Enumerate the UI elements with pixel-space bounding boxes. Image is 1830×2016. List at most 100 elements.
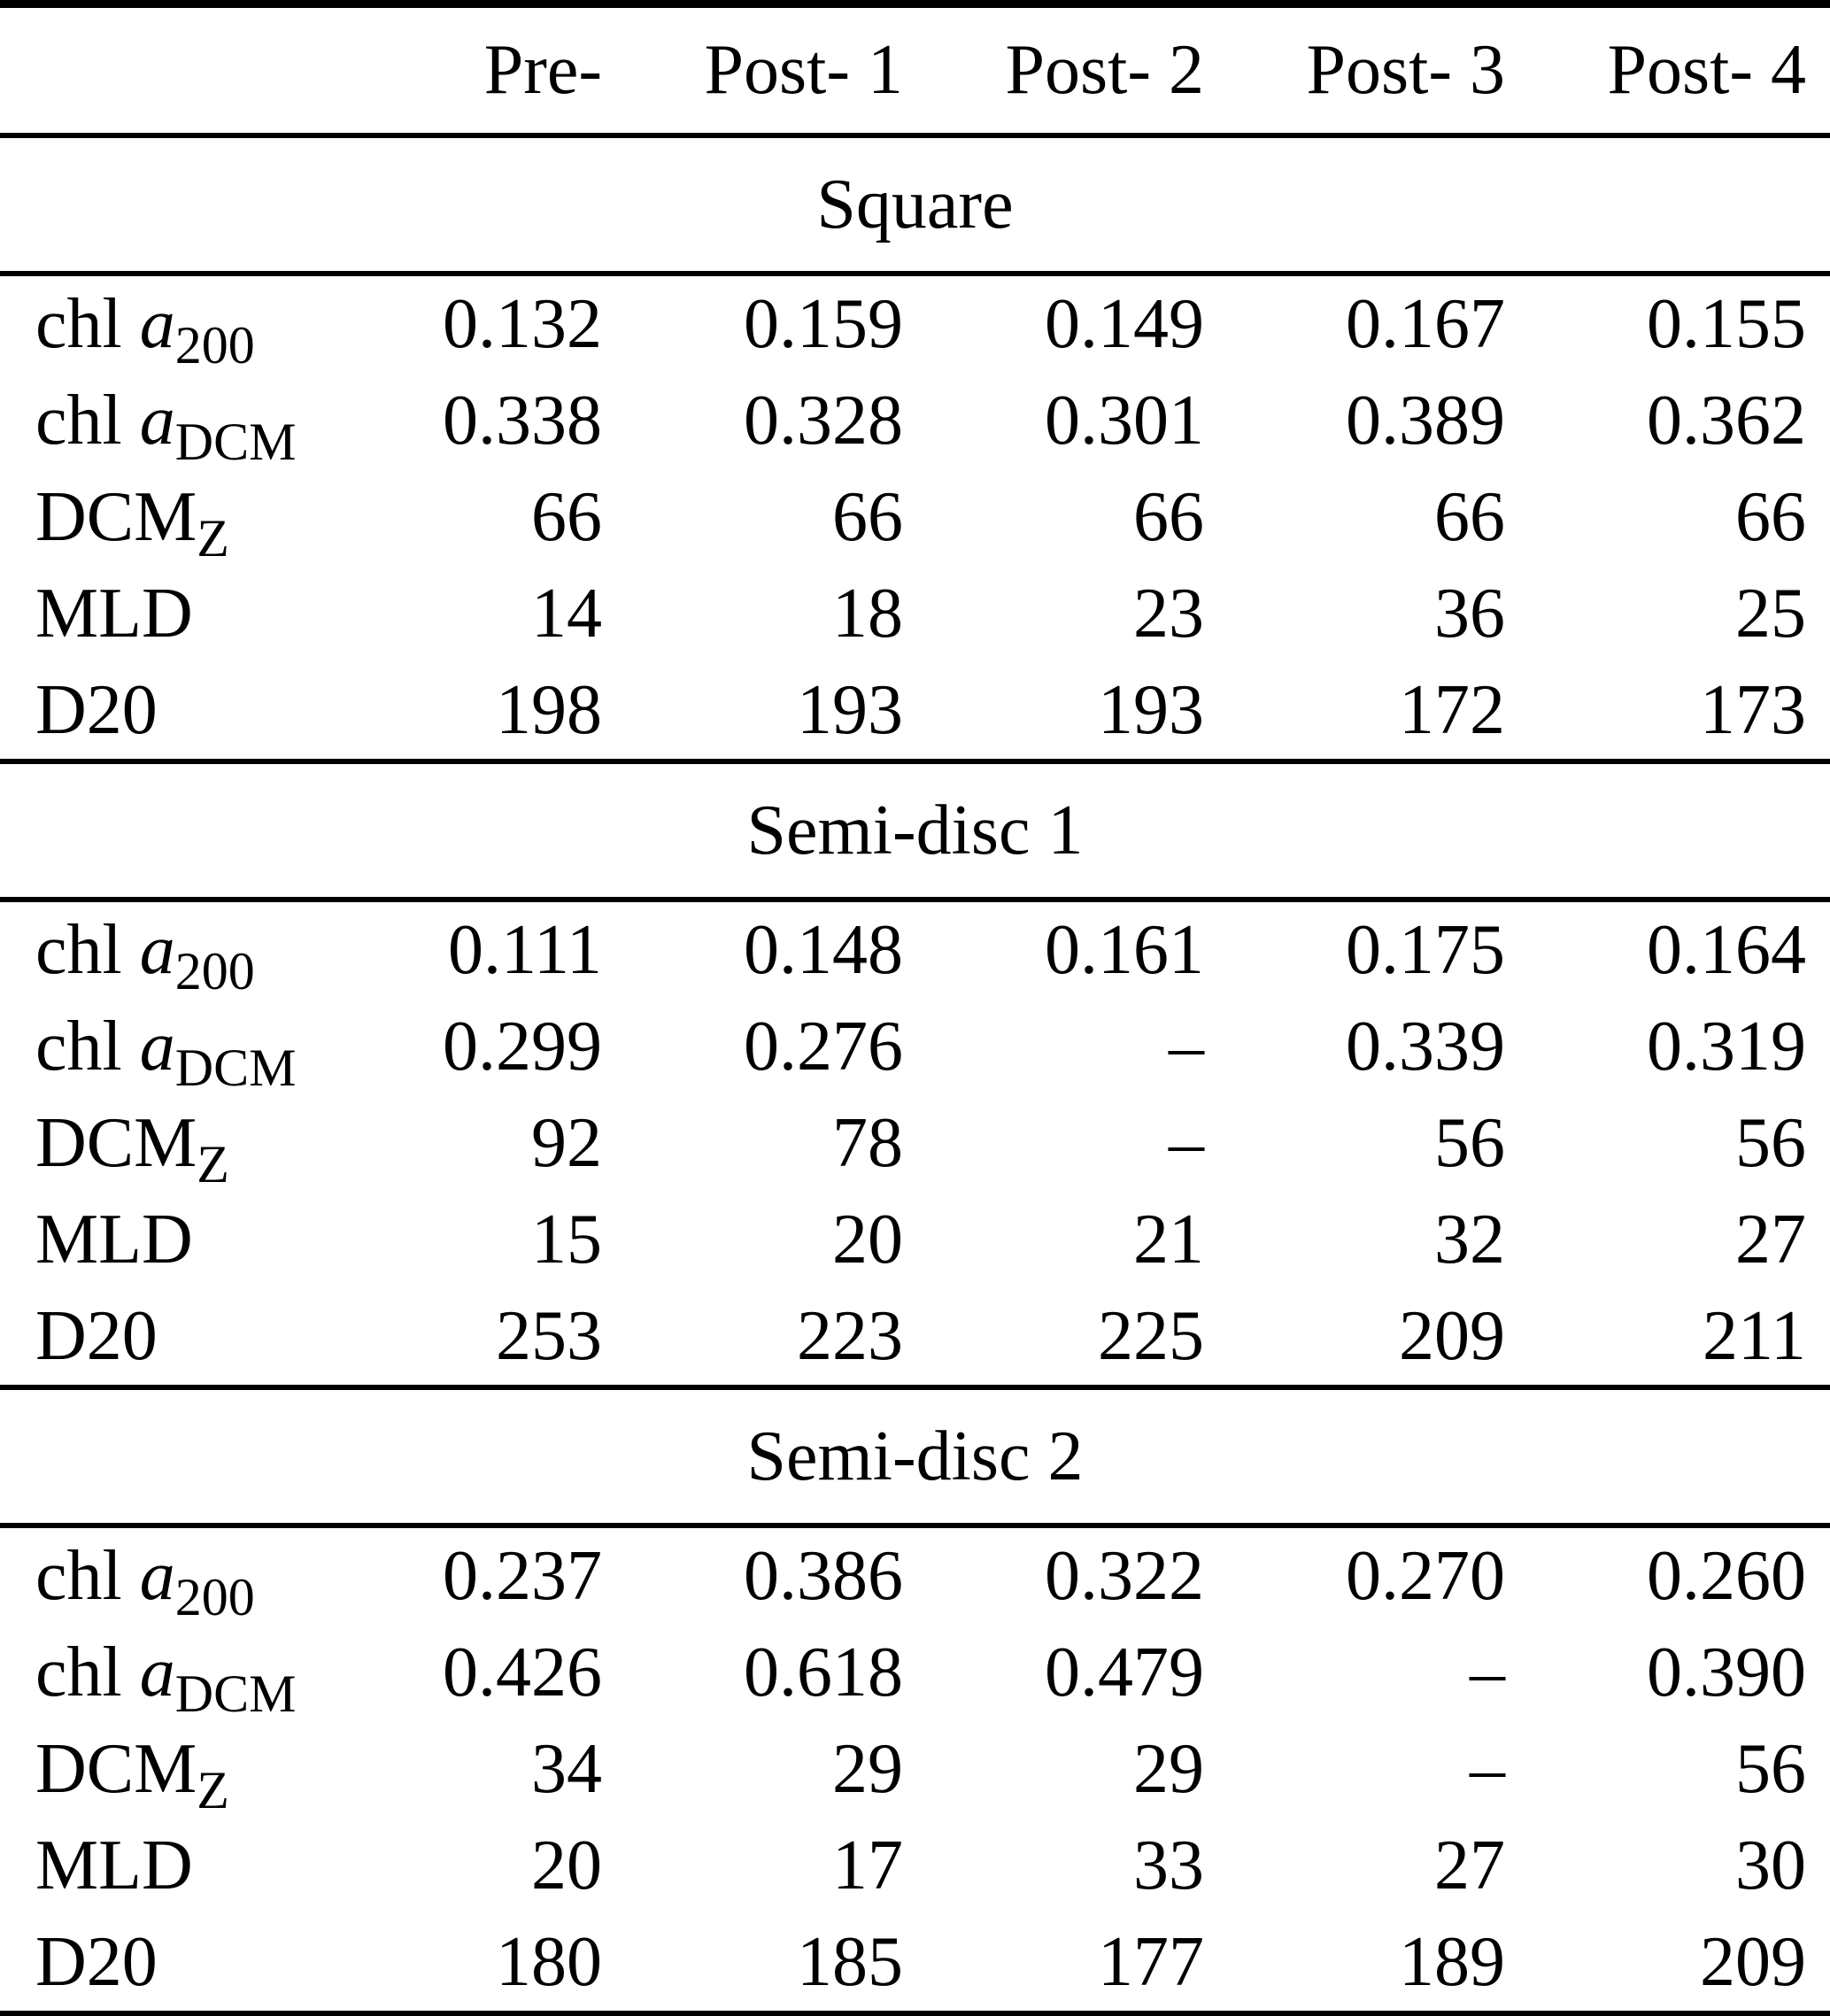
cell-value: 0.167 bbox=[1346, 285, 1505, 363]
row-label: MLD bbox=[0, 574, 301, 654]
row-label-subscript: Z bbox=[197, 1761, 229, 1819]
cell-value: 209 bbox=[1399, 1297, 1505, 1375]
cell-value: 20 bbox=[531, 1827, 602, 1904]
section-title-semi-disc-1: Semi-disc 1 bbox=[0, 764, 1830, 897]
cell-value: 0.159 bbox=[744, 285, 903, 363]
cell-value: 0.299 bbox=[443, 1008, 602, 1085]
cell-value: 0.164 bbox=[1647, 911, 1806, 989]
cell-value: 56 bbox=[1735, 1730, 1806, 1808]
table-row: DCMZ 92 78 – 56 56 bbox=[0, 1095, 1830, 1192]
cell-value: 0.260 bbox=[1647, 1537, 1806, 1615]
table-row: D20 198 193 193 172 173 bbox=[0, 662, 1830, 759]
cell-value: 223 bbox=[797, 1297, 903, 1375]
row-label-text: chl bbox=[35, 285, 140, 363]
cell-value: 15 bbox=[531, 1201, 602, 1278]
cell-value: 25 bbox=[1735, 575, 1806, 653]
cell-value: 30 bbox=[1735, 1827, 1806, 1904]
table-row: MLD 20 17 33 27 30 bbox=[0, 1818, 1830, 1914]
row-label-text: MLD bbox=[35, 575, 193, 653]
cell-value: 78 bbox=[832, 1104, 903, 1182]
cell-value: 253 bbox=[496, 1297, 602, 1375]
cell-value: 29 bbox=[1133, 1730, 1204, 1808]
section-title-text: Semi-disc 2 bbox=[746, 1417, 1084, 1495]
row-label-text: chl bbox=[35, 1008, 140, 1085]
cell-value: – bbox=[1470, 1634, 1505, 1711]
horizontal-rule bbox=[0, 133, 1830, 138]
row-label-subscript: DCM bbox=[174, 413, 297, 471]
row-label: chl a200 bbox=[0, 1536, 301, 1624]
row-label: DCMZ bbox=[0, 1103, 301, 1191]
cell-value: 23 bbox=[1133, 575, 1204, 653]
cell-value: 0.319 bbox=[1647, 1008, 1806, 1085]
row-label-text: chl bbox=[35, 1537, 140, 1615]
cell-value: 0.270 bbox=[1346, 1537, 1505, 1615]
section-title-text: Square bbox=[816, 165, 1014, 243]
cell-value: 0.322 bbox=[1045, 1537, 1204, 1615]
row-label-subscript: 200 bbox=[174, 942, 255, 1000]
cell-value: 0.386 bbox=[744, 1537, 903, 1615]
column-header-post4: Post- 4 bbox=[1607, 31, 1807, 109]
cell-value: 173 bbox=[1700, 671, 1806, 749]
cell-value: 56 bbox=[1434, 1104, 1505, 1182]
cell-value: – bbox=[1169, 1008, 1204, 1085]
cell-value: 17 bbox=[832, 1827, 903, 1904]
cell-value: 0.390 bbox=[1647, 1634, 1806, 1711]
row-label-italic: a bbox=[139, 1634, 175, 1711]
row-label: chl aDCM bbox=[0, 1007, 301, 1094]
cell-value: 0.338 bbox=[443, 382, 602, 460]
cell-value: 0.339 bbox=[1346, 1008, 1505, 1085]
row-label-text: DCM bbox=[35, 1730, 197, 1808]
row-label: chl a200 bbox=[0, 284, 301, 372]
cell-value: 185 bbox=[797, 1923, 903, 2001]
row-label: D20 bbox=[0, 670, 301, 751]
cell-value: 0.237 bbox=[443, 1537, 602, 1615]
column-header-post3: Post- 3 bbox=[1306, 31, 1506, 109]
row-label-subscript: DCM bbox=[174, 1039, 297, 1097]
cell-value: 0.149 bbox=[1045, 285, 1204, 363]
horizontal-rule bbox=[0, 271, 1830, 276]
row-label-italic: a bbox=[139, 911, 175, 989]
row-label-text: DCM bbox=[35, 1104, 197, 1182]
row-label-italic: a bbox=[139, 1537, 175, 1615]
row-label-text: chl bbox=[35, 382, 140, 460]
row-label-subscript: DCM bbox=[174, 1665, 297, 1723]
cell-value: 0.426 bbox=[443, 1634, 602, 1711]
table-row: chl a200 0.111 0.148 0.161 0.175 0.164 bbox=[0, 902, 1830, 999]
horizontal-rule bbox=[0, 759, 1830, 764]
table-row: chl a200 0.132 0.159 0.149 0.167 0.155 bbox=[0, 276, 1830, 373]
row-label-italic: a bbox=[139, 285, 175, 363]
row-label-subscript: 200 bbox=[174, 316, 255, 375]
row-label: MLD bbox=[0, 1200, 301, 1280]
cell-value: 29 bbox=[832, 1730, 903, 1808]
table-row: D20 253 223 225 209 211 bbox=[0, 1288, 1830, 1385]
table-row: MLD 15 20 21 32 27 bbox=[0, 1192, 1830, 1288]
cell-value: 0.301 bbox=[1045, 382, 1204, 460]
bottom-rule bbox=[0, 2011, 1830, 2016]
table-row: DCMZ 66 66 66 66 66 bbox=[0, 469, 1830, 566]
cell-value: 92 bbox=[531, 1104, 602, 1182]
row-label-italic: a bbox=[139, 382, 175, 460]
cell-value: 180 bbox=[496, 1923, 602, 2001]
row-label-text: D20 bbox=[35, 1923, 158, 2001]
section-title-text: Semi-disc 1 bbox=[746, 791, 1084, 869]
column-header-post2: Post- 2 bbox=[1005, 31, 1205, 109]
column-header-post1: Post- 1 bbox=[704, 31, 904, 109]
cell-value: 0.111 bbox=[447, 911, 602, 989]
cell-value: 34 bbox=[531, 1730, 602, 1808]
cell-value: 211 bbox=[1702, 1297, 1806, 1375]
row-label-text: DCM bbox=[35, 478, 197, 556]
cell-value: 0.362 bbox=[1647, 382, 1806, 460]
table-row: MLD 14 18 23 36 25 bbox=[0, 566, 1830, 662]
table-row: D20 180 185 177 189 209 bbox=[0, 1914, 1830, 2011]
table-row: chl aDCM 0.338 0.328 0.301 0.389 0.362 bbox=[0, 373, 1830, 469]
row-label-italic: a bbox=[139, 1008, 175, 1085]
row-label: D20 bbox=[0, 1922, 301, 2003]
cell-value: 193 bbox=[797, 671, 903, 749]
cell-value: 32 bbox=[1434, 1201, 1505, 1278]
cell-value: 18 bbox=[832, 575, 903, 653]
row-label: DCMZ bbox=[0, 477, 301, 565]
header-row: Pre- Post- 1 Post- 2 Post- 3 Post- 4 bbox=[0, 8, 1830, 133]
cell-value: 0.155 bbox=[1647, 285, 1806, 363]
table-row: chl aDCM 0.426 0.618 0.479 – 0.390 bbox=[0, 1625, 1830, 1721]
